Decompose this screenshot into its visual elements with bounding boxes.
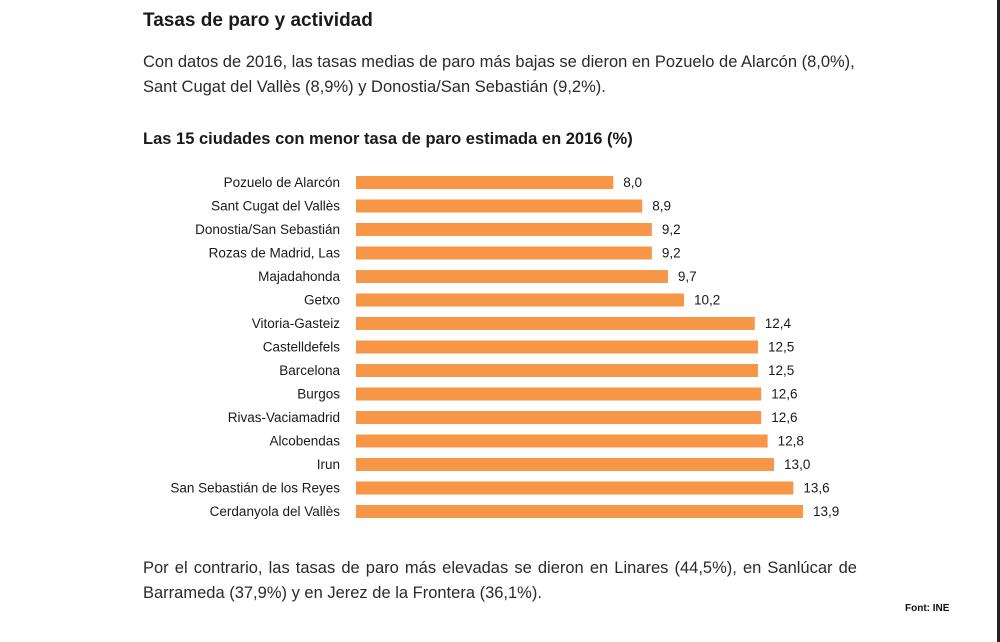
bar bbox=[356, 505, 803, 518]
bar bbox=[356, 317, 755, 330]
bar bbox=[356, 340, 758, 354]
category-label: Sant Cugat del Vallès bbox=[211, 199, 340, 214]
page-edge bbox=[997, 0, 1000, 642]
data-label: 12,6 bbox=[771, 410, 797, 425]
intro-paragraph: Con datos de 2016, las tasas medias de p… bbox=[143, 53, 855, 96]
category-label: Burgos bbox=[297, 387, 340, 402]
data-label: 12,5 bbox=[768, 363, 794, 378]
bar bbox=[356, 223, 652, 236]
category-label: Cerdanyola del Vallès bbox=[210, 504, 341, 519]
bar bbox=[356, 293, 685, 307]
bar bbox=[356, 411, 762, 424]
data-label: 13,9 bbox=[813, 504, 839, 519]
category-label: San Sebastián de los Reyes bbox=[170, 481, 340, 496]
data-label: 8,9 bbox=[652, 199, 671, 214]
category-label: Rozas de Madrid, Las bbox=[209, 246, 341, 261]
bar bbox=[356, 364, 758, 377]
data-label: 9,2 bbox=[662, 246, 681, 261]
category-label: Alcobendas bbox=[269, 434, 340, 449]
category-label: Rivas-Vaciamadrid bbox=[228, 410, 340, 425]
category-label: Pozuelo de Alarcón bbox=[224, 175, 340, 190]
data-label: 10,2 bbox=[694, 293, 720, 308]
bar bbox=[356, 246, 652, 260]
data-label: 12,5 bbox=[768, 340, 794, 355]
bar bbox=[356, 434, 768, 448]
bar bbox=[356, 387, 762, 401]
section-title: Tasas de paro y actividad bbox=[143, 10, 373, 31]
data-label: 12,8 bbox=[778, 434, 804, 449]
data-label: 12,6 bbox=[771, 387, 797, 402]
source-note: Font: INE bbox=[905, 603, 950, 614]
category-label: Majadahonda bbox=[258, 269, 340, 284]
data-label: 9,2 bbox=[662, 222, 681, 237]
category-label: Irun bbox=[317, 457, 340, 472]
data-label: 9,7 bbox=[678, 269, 697, 284]
bar bbox=[356, 176, 614, 189]
data-label: 13,0 bbox=[784, 457, 810, 472]
outro-paragraph: Por el contrario, las tasas de paro más … bbox=[143, 559, 857, 602]
category-label: Barcelona bbox=[279, 363, 340, 378]
category-label: Castelldefels bbox=[263, 340, 341, 355]
bar bbox=[356, 481, 794, 495]
category-label: Vitoria-Gasteiz bbox=[252, 316, 341, 331]
bar bbox=[356, 458, 775, 471]
data-label: 8,0 bbox=[623, 175, 642, 190]
category-label: Getxo bbox=[304, 293, 340, 308]
chart-title: Las 15 ciudades con menor tasa de paro e… bbox=[143, 130, 633, 148]
data-label: 13,6 bbox=[803, 481, 829, 496]
bar bbox=[356, 270, 668, 283]
data-label: 12,4 bbox=[765, 316, 792, 331]
bar bbox=[356, 199, 643, 213]
category-label: Donostia/San Sebastián bbox=[195, 222, 340, 237]
